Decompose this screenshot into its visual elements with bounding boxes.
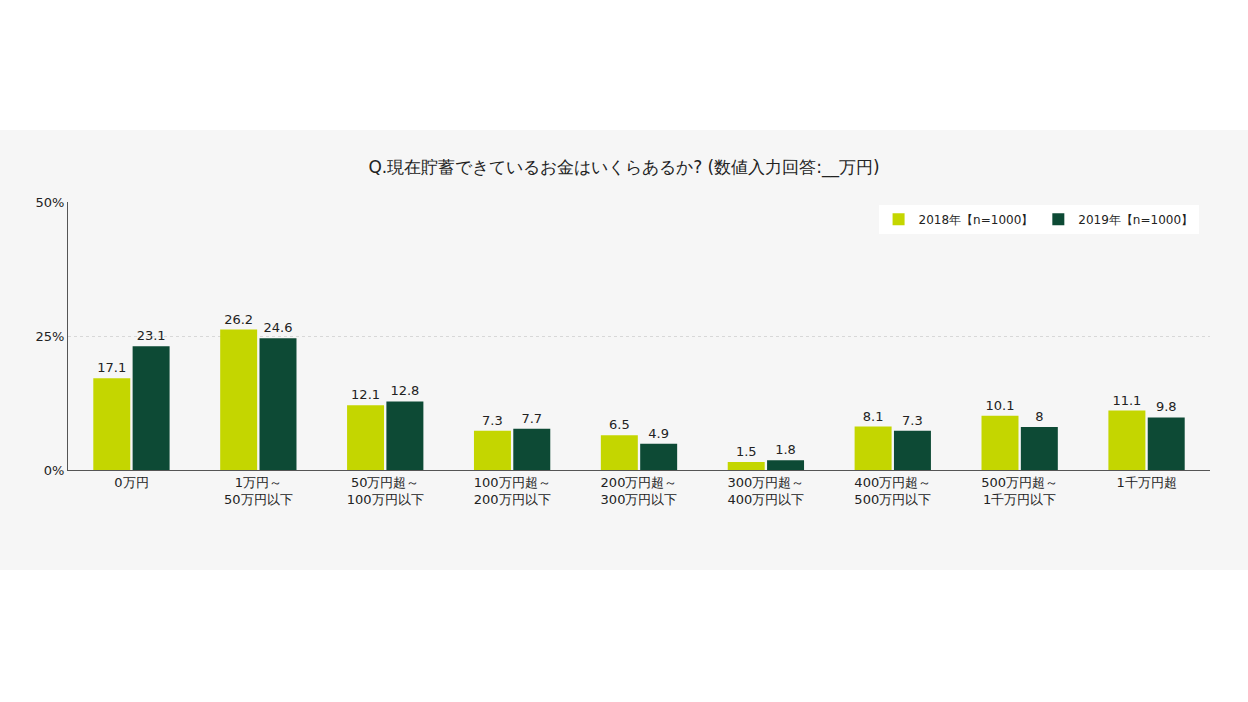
svg-text:1万円～50万円以下: 1万円～50万円以下: [224, 475, 293, 507]
svg-text:50万円超～100万円以下: 50万円超～100万円以下: [347, 475, 424, 507]
svg-text:8.1: 8.1: [863, 409, 884, 424]
svg-text:23.1: 23.1: [137, 328, 166, 343]
svg-text:10.1: 10.1: [986, 398, 1015, 413]
svg-text:2018年【n=1000】: 2018年【n=1000】: [919, 213, 1034, 227]
svg-text:400万円超～500万円以下: 400万円超～500万円以下: [854, 475, 931, 507]
svg-text:12.8: 12.8: [390, 383, 419, 398]
svg-text:Q.現在貯蓄できているお金はいくらあるか? (数値入力回答:: Q.現在貯蓄できているお金はいくらあるか? (数値入力回答:__万円): [368, 157, 879, 178]
svg-text:0万円: 0万円: [114, 475, 148, 490]
svg-text:2019年【n=1000】: 2019年【n=1000】: [1078, 213, 1193, 227]
svg-text:1.5: 1.5: [736, 444, 757, 459]
svg-text:6.5: 6.5: [609, 417, 630, 432]
svg-text:12.1: 12.1: [351, 387, 380, 402]
svg-text:7.3: 7.3: [902, 413, 923, 428]
svg-text:25%: 25%: [35, 329, 64, 344]
svg-text:17.1: 17.1: [97, 360, 126, 375]
svg-text:300万円超～400万円以下: 300万円超～400万円以下: [727, 475, 804, 507]
svg-text:24.6: 24.6: [264, 320, 293, 335]
svg-text:26.2: 26.2: [224, 312, 253, 327]
svg-text:7.3: 7.3: [482, 413, 503, 428]
svg-text:1千万円超: 1千万円超: [1116, 475, 1176, 490]
svg-text:9.8: 9.8: [1156, 399, 1177, 414]
svg-text:200万円超～300万円以下: 200万円超～300万円以下: [601, 475, 678, 507]
svg-text:50%: 50%: [35, 195, 64, 210]
svg-text:8: 8: [1035, 409, 1043, 424]
svg-text:11.1: 11.1: [1112, 393, 1141, 408]
svg-text:7.7: 7.7: [521, 411, 542, 426]
svg-text:1.8: 1.8: [775, 442, 796, 457]
svg-text:4.9: 4.9: [648, 426, 669, 441]
svg-text:100万円超～200万円以下: 100万円超～200万円以下: [474, 475, 551, 507]
svg-text:0%: 0%: [44, 463, 65, 478]
svg-text:500万円超～1千万円以下: 500万円超～1千万円以下: [981, 475, 1058, 507]
